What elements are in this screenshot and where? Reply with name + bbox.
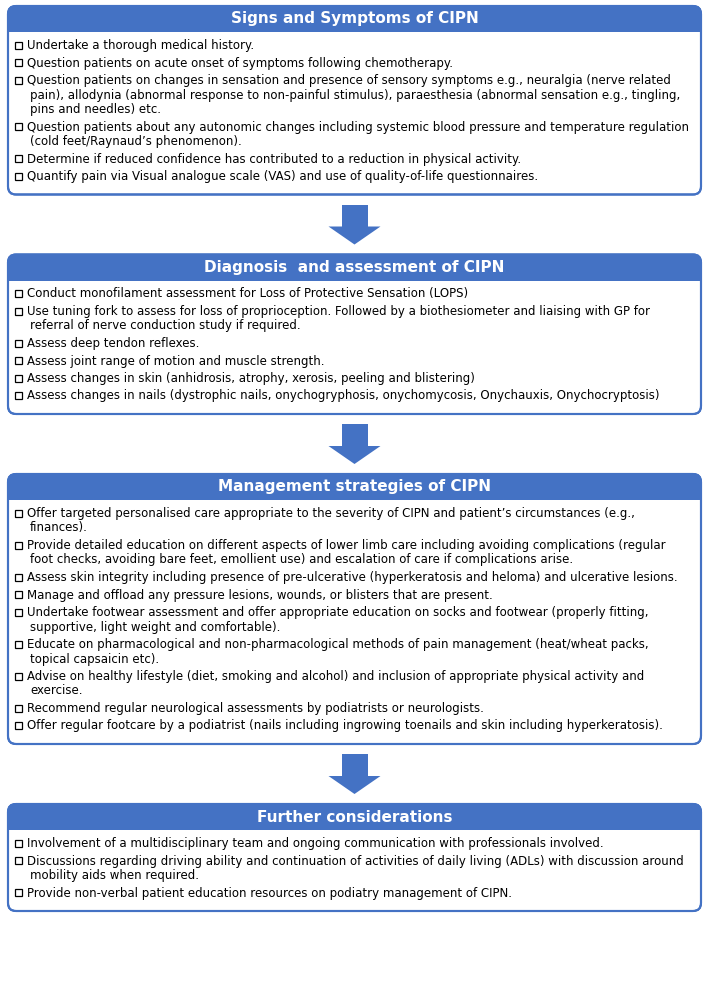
Text: Undertake footwear assessment and offer appropriate education on socks and footw: Undertake footwear assessment and offer … — [27, 606, 649, 619]
Bar — [8, 24, 701, 32]
Bar — [15, 641, 22, 647]
Text: Use tuning fork to assess for loss of proprioception. Followed by a biothesiomet: Use tuning fork to assess for loss of pr… — [27, 305, 650, 318]
Bar — [15, 77, 22, 84]
Bar — [15, 672, 22, 679]
FancyBboxPatch shape — [8, 254, 701, 414]
Text: Diagnosis  and assessment of CIPN: Diagnosis and assessment of CIPN — [204, 260, 505, 275]
Bar — [15, 307, 22, 314]
Bar — [15, 392, 22, 399]
Text: exercise.: exercise. — [30, 684, 82, 698]
Text: Advise on healthy lifestyle (diet, smoking and alcohol) and inclusion of appropr: Advise on healthy lifestyle (diet, smoki… — [27, 670, 644, 683]
Text: foot checks, avoiding bare feet, emollient use) and escalation of care if compli: foot checks, avoiding bare feet, emollie… — [30, 553, 573, 566]
FancyBboxPatch shape — [8, 474, 701, 500]
Text: Question patients on changes in sensation and presence of sensory symptoms e.g.,: Question patients on changes in sensatio… — [27, 74, 671, 87]
Text: supportive, light weight and comfortable).: supportive, light weight and comfortable… — [30, 621, 280, 633]
Text: Involvement of a multidisciplinary team and ongoing communication with professio: Involvement of a multidisciplinary team … — [27, 837, 603, 850]
FancyBboxPatch shape — [8, 6, 701, 195]
Bar — [15, 889, 22, 896]
Bar — [8, 822, 701, 830]
Text: referral of nerve conduction study if required.: referral of nerve conduction study if re… — [30, 320, 301, 333]
Bar — [15, 609, 22, 616]
Text: Determine if reduced confidence has contributed to a reduction in physical activ: Determine if reduced confidence has cont… — [27, 152, 521, 165]
Text: Question patients on acute onset of symptoms following chemotherapy.: Question patients on acute onset of symp… — [27, 56, 453, 70]
Bar — [15, 59, 22, 67]
Text: Assess changes in nails (dystrophic nails, onychogryphosis, onychomycosis, Onych: Assess changes in nails (dystrophic nail… — [27, 389, 659, 402]
Bar — [15, 705, 22, 712]
FancyBboxPatch shape — [8, 804, 701, 911]
Bar — [8, 272, 701, 280]
Text: Further considerations: Further considerations — [257, 809, 452, 825]
Text: Assess joint range of motion and muscle strength.: Assess joint range of motion and muscle … — [27, 355, 325, 368]
Text: Manage and offload any pressure lesions, wounds, or blisters that are present.: Manage and offload any pressure lesions,… — [27, 589, 493, 602]
Text: Assess deep tendon reflexes.: Assess deep tendon reflexes. — [27, 337, 199, 350]
Bar — [15, 722, 22, 729]
Text: (cold feet/Raynaud’s phenomenon).: (cold feet/Raynaud’s phenomenon). — [30, 135, 242, 148]
Bar — [15, 172, 22, 179]
Text: Quantify pain via Visual analogue scale (VAS) and use of quality-of-life questio: Quantify pain via Visual analogue scale … — [27, 170, 538, 183]
Text: Provide non-verbal patient education resources on podiatry management of CIPN.: Provide non-verbal patient education res… — [27, 886, 512, 899]
Text: Recommend regular neurological assessments by podiatrists or neurologists.: Recommend regular neurological assessmen… — [27, 702, 484, 715]
FancyBboxPatch shape — [8, 254, 701, 280]
FancyBboxPatch shape — [8, 6, 701, 32]
Text: Offer targeted personalised care appropriate to the severity of CIPN and patient: Offer targeted personalised care appropr… — [27, 507, 635, 520]
Bar — [15, 591, 22, 598]
Text: pins and needles) etc.: pins and needles) etc. — [30, 103, 161, 116]
Bar — [15, 340, 22, 347]
Bar — [15, 357, 22, 364]
Text: Question patients about any autonomic changes including systemic blood pressure : Question patients about any autonomic ch… — [27, 121, 689, 133]
Bar — [8, 492, 701, 500]
FancyBboxPatch shape — [8, 474, 701, 744]
Text: finances).: finances). — [30, 521, 88, 534]
Bar — [15, 840, 22, 847]
Text: Signs and Symptoms of CIPN: Signs and Symptoms of CIPN — [230, 11, 479, 26]
Bar — [15, 155, 22, 162]
Bar — [15, 41, 22, 48]
Text: topical capsaicin etc).: topical capsaicin etc). — [30, 652, 159, 665]
Text: mobility aids when required.: mobility aids when required. — [30, 869, 199, 882]
Bar — [15, 857, 22, 864]
Bar — [15, 541, 22, 548]
Polygon shape — [328, 227, 381, 245]
Bar — [342, 424, 367, 446]
Bar — [15, 375, 22, 382]
Text: Management strategies of CIPN: Management strategies of CIPN — [218, 480, 491, 495]
Text: pain), allodynia (abnormal response to non-painful stimulus), paraesthesia (abno: pain), allodynia (abnormal response to n… — [30, 89, 680, 102]
Text: Conduct monofilament assessment for Loss of Protective Sensation (LOPS): Conduct monofilament assessment for Loss… — [27, 287, 468, 300]
Text: Educate on pharmacological and non-pharmacological methods of pain management (h: Educate on pharmacological and non-pharm… — [27, 638, 649, 651]
Polygon shape — [328, 776, 381, 794]
Bar — [15, 574, 22, 581]
Bar — [342, 205, 367, 227]
Bar — [15, 510, 22, 517]
Bar — [15, 123, 22, 130]
FancyBboxPatch shape — [8, 804, 701, 830]
Bar — [15, 290, 22, 297]
Polygon shape — [328, 446, 381, 464]
Text: Offer regular footcare by a podiatrist (nails including ingrowing toenails and s: Offer regular footcare by a podiatrist (… — [27, 720, 663, 733]
Text: Assess changes in skin (anhidrosis, atrophy, xerosis, peeling and blistering): Assess changes in skin (anhidrosis, atro… — [27, 372, 475, 385]
Text: Provide detailed education on different aspects of lower limb care including avo: Provide detailed education on different … — [27, 539, 666, 552]
Text: Undertake a thorough medical history.: Undertake a thorough medical history. — [27, 39, 254, 52]
Text: Assess skin integrity including presence of pre-ulcerative (hyperkeratosis and h: Assess skin integrity including presence… — [27, 571, 678, 584]
Text: Discussions regarding driving ability and continuation of activities of daily li: Discussions regarding driving ability an… — [27, 855, 683, 868]
Bar — [342, 754, 367, 776]
